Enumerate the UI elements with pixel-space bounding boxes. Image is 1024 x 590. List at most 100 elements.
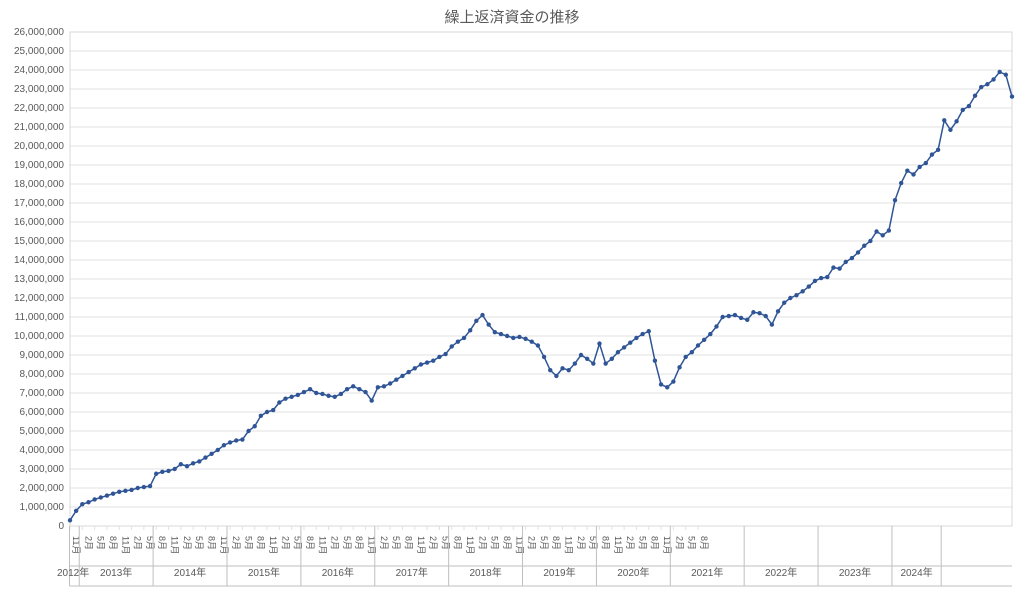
x-month-label: 11月 — [170, 536, 180, 554]
data-point — [462, 336, 466, 340]
x-month-label: 5月 — [637, 536, 647, 550]
y-tick-label: 12,000,000 — [14, 293, 64, 304]
x-month-label: 5月 — [539, 536, 549, 550]
x-month-label: 11月 — [317, 536, 327, 554]
y-tick-label: 1,000,000 — [20, 502, 65, 513]
x-month-label: 11月 — [465, 536, 475, 554]
data-point — [185, 464, 189, 468]
x-month-label: 5月 — [391, 536, 401, 550]
data-point — [203, 455, 207, 459]
x-month-label: 8月 — [600, 536, 610, 550]
x-year-label: 2015年 — [248, 566, 280, 579]
y-tick-label: 2,000,000 — [20, 483, 65, 494]
data-point — [905, 169, 909, 173]
x-month-label: 2月 — [379, 536, 389, 550]
data-point — [671, 379, 675, 383]
data-point — [831, 265, 835, 269]
y-tick-labels: 01,000,0002,000,0003,000,0004,000,0005,0… — [14, 27, 65, 532]
data-point — [610, 357, 614, 361]
data-point — [542, 355, 546, 359]
data-point — [868, 239, 872, 243]
data-point — [720, 315, 724, 319]
data-point — [924, 161, 928, 165]
data-point — [573, 361, 577, 365]
x-month-label: 8月 — [305, 536, 315, 550]
data-point — [437, 355, 441, 359]
data-point — [80, 502, 84, 506]
data-point — [493, 330, 497, 334]
x-month-label: 8月 — [157, 536, 167, 550]
data-point — [339, 392, 343, 396]
data-point — [74, 509, 78, 513]
data-point — [265, 410, 269, 414]
data-point — [770, 322, 774, 326]
y-tick-label: 21,000,000 — [14, 122, 64, 133]
x-month-label: 2月 — [182, 536, 192, 550]
data-point — [308, 387, 312, 391]
x-month-label: 5月 — [687, 536, 697, 550]
data-point — [585, 357, 589, 361]
data-point — [216, 448, 220, 452]
data-point — [1004, 73, 1008, 77]
data-point — [813, 279, 817, 283]
data-point — [733, 313, 737, 317]
data-point — [930, 152, 934, 156]
y-tick-label: 3,000,000 — [20, 464, 65, 475]
data-point — [917, 165, 921, 169]
data-point — [382, 384, 386, 388]
data-point — [166, 469, 170, 473]
data-point — [160, 470, 164, 474]
x-year-label: 2022年 — [765, 566, 797, 579]
data-point — [148, 484, 152, 488]
data-point — [92, 497, 96, 501]
chart-container: 繰上返済資金の推移 01,000,0002,000,0003,000,0004,… — [0, 0, 1024, 590]
x-year-label: 2020年 — [617, 566, 649, 579]
x-year-label: 2012年 — [57, 566, 89, 579]
x-month-labels: 11月2月5月8月11月2月5月8月11月2月5月8月11月2月5月8月11月2… — [70, 526, 709, 554]
series-markers — [68, 70, 1014, 523]
data-point — [708, 332, 712, 336]
data-point — [394, 378, 398, 382]
data-point — [807, 284, 811, 288]
data-point — [874, 229, 878, 233]
data-point — [191, 461, 195, 465]
x-month-label: 11月 — [564, 536, 574, 554]
data-point — [690, 350, 694, 354]
y-tick-label: 24,000,000 — [14, 65, 64, 76]
x-month-label: 5月 — [243, 536, 253, 550]
x-month-label: 2月 — [280, 536, 290, 550]
y-tick-label: 19,000,000 — [14, 160, 64, 171]
y-tick-label: 9,000,000 — [20, 350, 65, 361]
data-point — [388, 381, 392, 385]
data-point — [289, 395, 293, 399]
data-point — [782, 301, 786, 305]
data-point — [351, 384, 355, 388]
data-point — [967, 104, 971, 108]
data-point — [431, 359, 435, 363]
data-point — [616, 350, 620, 354]
data-point — [961, 108, 965, 112]
y-tick-label: 8,000,000 — [20, 369, 65, 380]
data-point — [985, 82, 989, 86]
data-point — [406, 370, 410, 374]
data-point — [105, 493, 109, 497]
y-tick-label: 6,000,000 — [20, 407, 65, 418]
data-point — [745, 318, 749, 322]
data-point — [702, 338, 706, 342]
data-point — [413, 366, 417, 370]
data-point — [536, 343, 540, 347]
data-point — [320, 392, 324, 396]
data-point — [240, 437, 244, 441]
x-month-label: 5月 — [96, 536, 106, 550]
data-point — [739, 316, 743, 320]
data-point — [665, 385, 669, 389]
data-point — [751, 310, 755, 314]
data-point — [86, 500, 90, 504]
x-month-label: 8月 — [650, 536, 660, 550]
data-point — [714, 324, 718, 328]
data-point — [640, 332, 644, 336]
data-point — [136, 486, 140, 490]
y-tick-label: 15,000,000 — [14, 236, 64, 247]
y-tick-label: 7,000,000 — [20, 388, 65, 399]
data-point — [326, 394, 330, 398]
